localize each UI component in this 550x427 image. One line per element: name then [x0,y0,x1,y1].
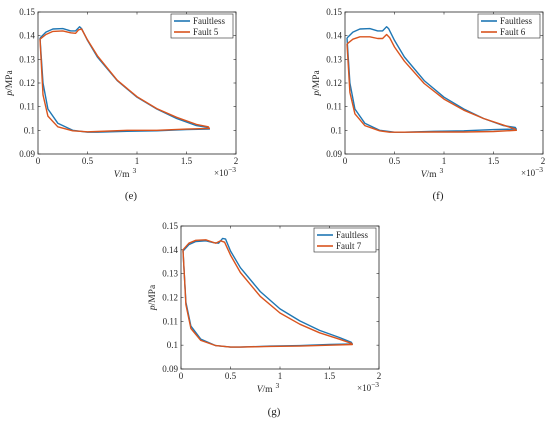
chart-panel-1: 0 0.5 1 1.5 2 0.09 0.1 0.11 0.12 0.13 0.14 0.15 ×10−… [312,7,545,202]
y-tick-label: 0.1 [24,125,35,135]
series-line-1 [182,239,353,348]
x-tick-label: 0 [179,371,184,381]
legend-entry: Fault 5 [193,27,219,37]
y-tick-label: 0.12 [19,78,35,88]
y-axis-label-unit: /MPa [312,70,322,91]
x-axis-label-var: V [421,170,428,180]
x-multiplier-exp: −3 [371,380,379,389]
legend-entry: Faultless [193,16,225,26]
x-multiplier: ×10−3 [521,165,543,178]
legend-entry: Fault 7 [336,241,362,251]
panel-label: (f) [433,190,444,202]
x-axis-label-var: V [257,385,264,395]
x-tick-label: 0.5 [82,156,94,166]
x-axis-label-sup: 3 [133,166,137,175]
legend-entry: Fault 6 [500,27,526,37]
x-multiplier-base: ×10 [214,168,229,178]
x-axis-label: V/m 3 [421,166,444,180]
y-axis-label-var: p [312,91,322,97]
x-axis-label-unit: /m [427,170,438,180]
x-multiplier: ×10−3 [357,380,379,393]
x-multiplier-base: ×10 [357,383,372,393]
x-tick-label: 0.5 [225,371,237,381]
x-axis-label-unit: /m [120,170,131,180]
x-tick-label: 0.5 [389,156,401,166]
y-tick-label: 0.13 [19,54,35,64]
y-axis-label: p/MPa [5,70,15,97]
x-tick-label: 1 [135,156,140,166]
x-multiplier-exp: −3 [535,165,543,174]
x-multiplier-base: ×10 [521,168,536,178]
y-axis-label-unit: /MPa [5,70,15,91]
y-tick-label: 0.14 [162,245,178,255]
y-tick-label: 0.11 [327,102,342,112]
y-tick-label: 0.12 [326,78,342,88]
y-tick-label: 0.09 [162,364,178,374]
x-axis-label-sup: 3 [276,381,280,390]
x-tick-label: 1 [442,156,447,166]
y-tick-label: 0.1 [167,340,178,350]
y-tick-label: 0.1 [331,125,342,135]
legend-entry: Faultless [500,16,532,26]
y-tick-label: 0.13 [326,54,342,64]
x-multiplier-exp: −3 [228,165,236,174]
x-axis-label-unit: /m [263,385,274,395]
y-axis-label: p/MPa [312,70,322,97]
x-tick-label: 0 [343,156,348,166]
legend-entry: Faultless [336,230,368,240]
chart-panel-2: 0 0.5 1 1.5 2 0.09 0.1 0.11 0.12 0.13 0.14 0.15 ×10−… [148,221,381,418]
x-tick-label: 1.5 [488,156,500,166]
chart-panel-0: 0 0.5 1 1.5 2 0.09 0.1 0.11 0.12 0.13 0.14 0.15 ×10−… [5,7,238,202]
series-line-1 [39,28,211,133]
x-tick-label: 2 [541,156,546,166]
y-tick-label: 0.15 [326,7,342,17]
y-tick-label: 0.13 [162,269,178,279]
panel-label: (e) [125,190,138,202]
y-tick-label: 0.09 [326,149,342,159]
y-tick-label: 0.11 [163,316,178,326]
legend-box [313,227,377,253]
x-multiplier: ×10−3 [214,165,236,178]
x-tick-label: 2 [377,371,382,381]
y-axis-label-var: p [148,305,158,311]
y-axis-label-unit: /MPa [148,284,158,305]
y-axis-label-var: p [5,91,15,97]
series-line-1 [346,33,517,133]
x-tick-label: 1.5 [181,156,193,166]
y-axis-label: p/MPa [148,284,158,311]
y-tick-label: 0.15 [162,221,178,231]
x-axis-label: V/m 3 [257,381,280,395]
x-axis-label: V/m 3 [114,166,137,180]
x-tick-label: 0 [36,156,41,166]
y-tick-label: 0.11 [20,102,35,112]
legend-box [477,13,541,39]
y-tick-label: 0.14 [326,31,342,41]
y-tick-label: 0.14 [19,31,35,41]
y-tick-label: 0.15 [19,7,35,17]
panel-label: (g) [268,406,281,418]
legend-box [170,13,234,39]
x-tick-label: 2 [234,156,239,166]
y-tick-label: 0.09 [19,149,35,159]
y-tick-label: 0.12 [162,293,178,303]
x-axis-label-var: V [114,170,121,180]
x-tick-label: 1.5 [324,371,336,381]
x-tick-label: 1 [278,371,283,381]
x-axis-label-sup: 3 [440,166,444,175]
